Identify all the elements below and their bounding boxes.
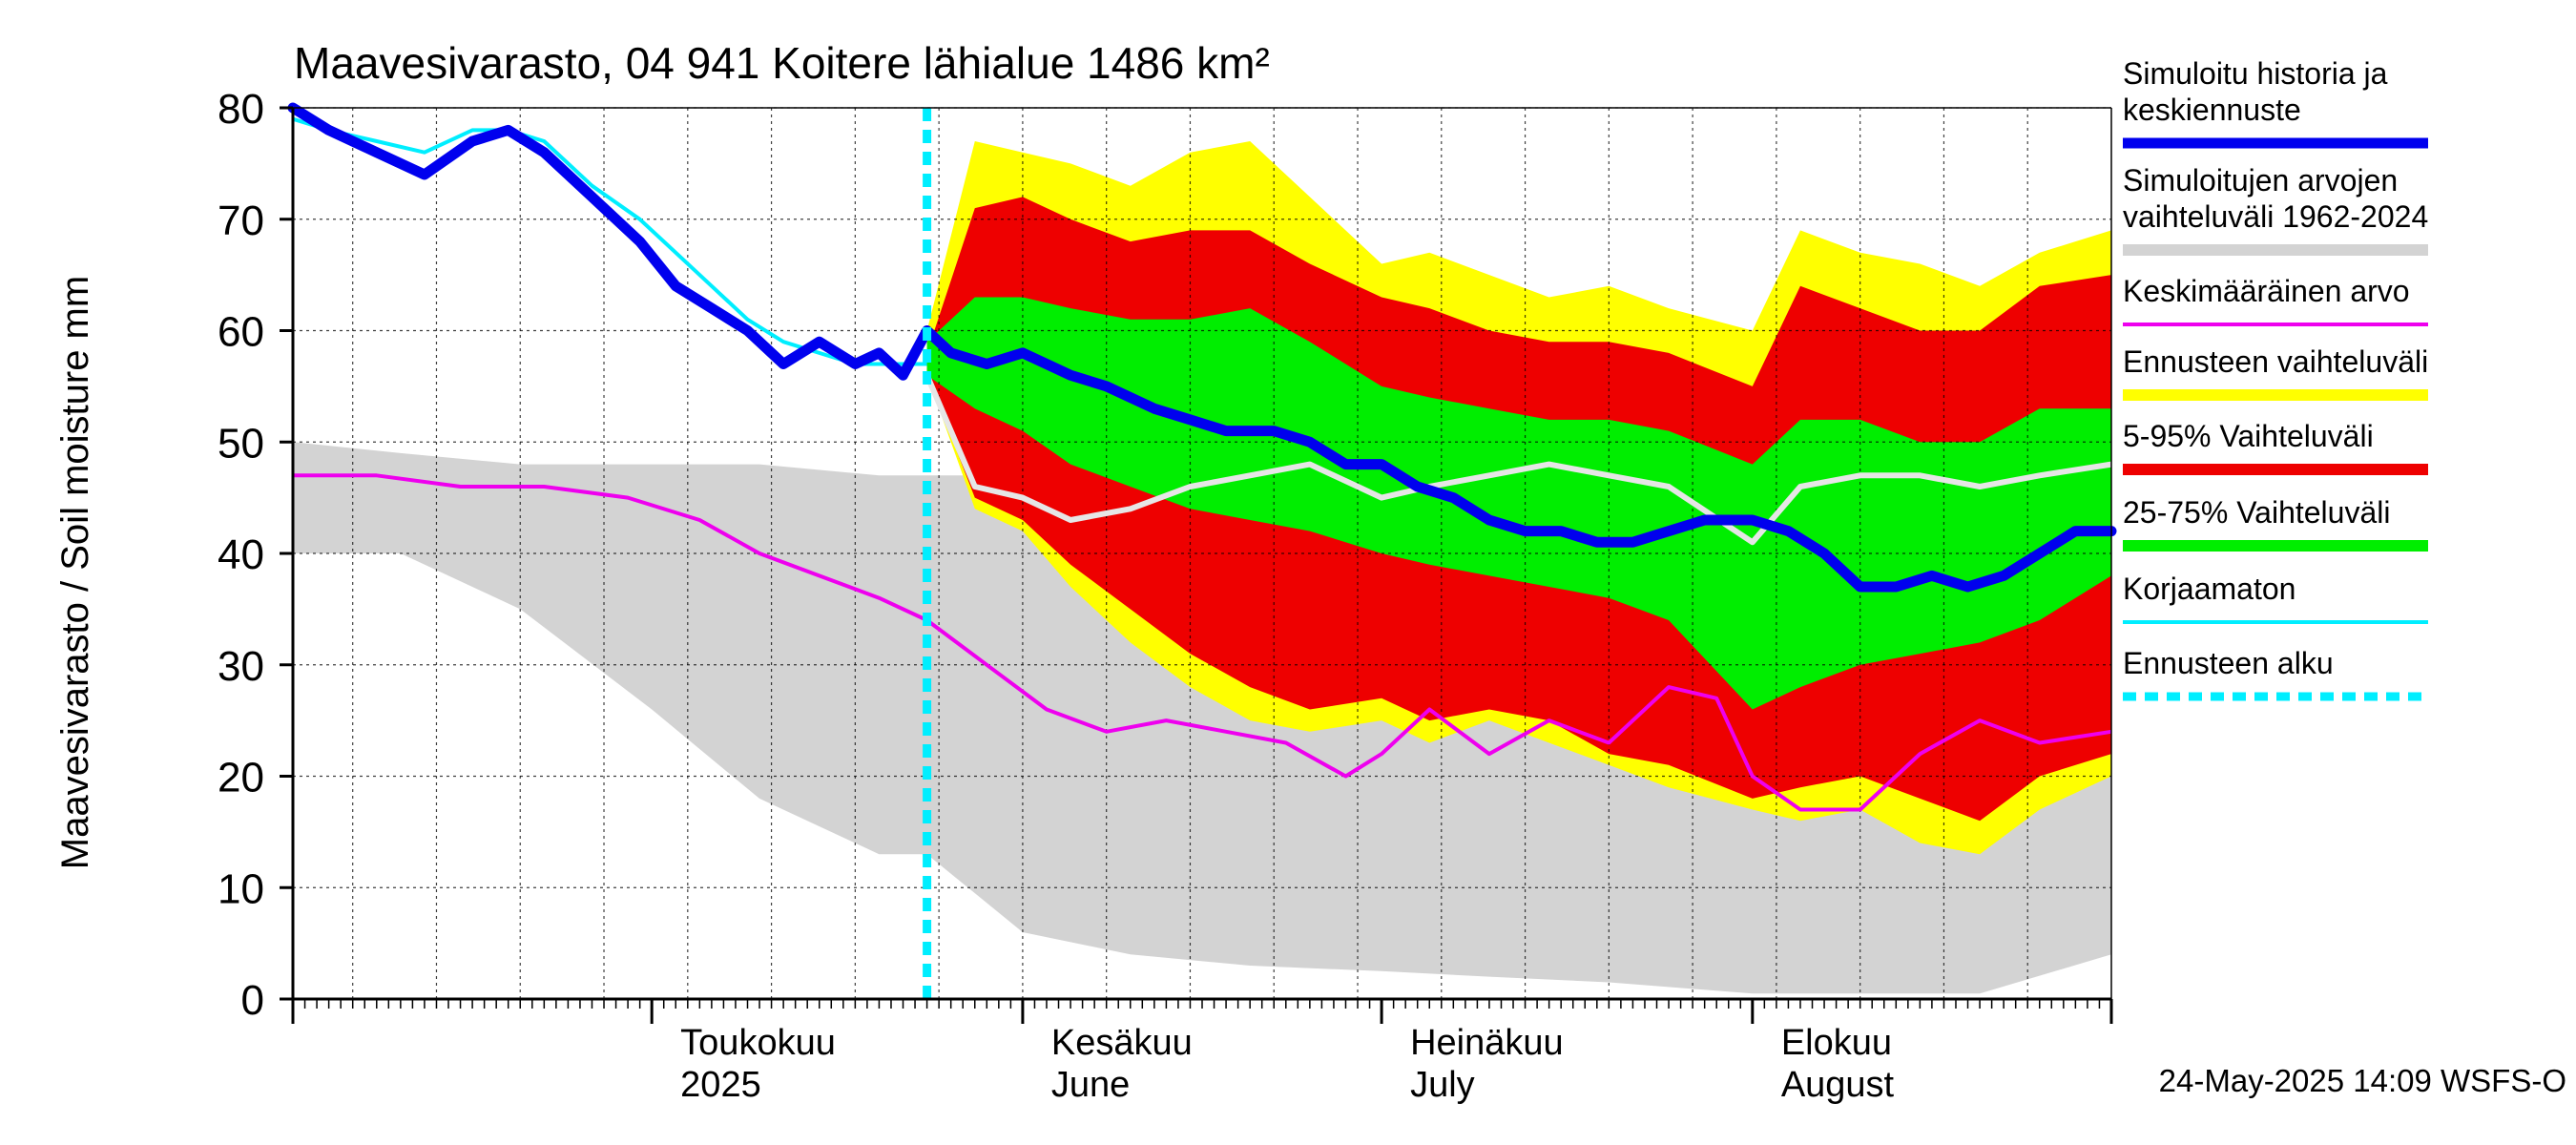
- y-tick-label: 60: [218, 309, 264, 356]
- legend-label: Korjaamaton: [2123, 572, 2296, 606]
- x-month-label: Kesäkuu: [1051, 1023, 1193, 1063]
- x-month-label: Toukokuu: [680, 1023, 836, 1063]
- legend-label: Simuloitu historia ja: [2123, 56, 2388, 91]
- legend-label: 25-75% Vaihteluväli: [2123, 495, 2390, 530]
- y-tick-label: 10: [218, 865, 264, 912]
- x-month-sublabel: July: [1410, 1065, 1475, 1105]
- x-month-sublabel: June: [1051, 1065, 1130, 1105]
- y-tick-label: 20: [218, 755, 264, 802]
- legend-label: Ennusteen alku: [2123, 646, 2334, 680]
- legend-label: 5-95% Vaihteluväli: [2123, 419, 2374, 453]
- legend-label: Simuloitujen arvojen: [2123, 163, 2398, 198]
- x-month-label: Heinäkuu: [1410, 1023, 1564, 1063]
- footer-timestamp: 24-May-2025 14:09 WSFS-O: [2159, 1063, 2566, 1098]
- legend-label: keskiennuste: [2123, 93, 2301, 127]
- simulated-forecast-line: [287, 102, 2117, 593]
- chart-title: Maavesivarasto, 04 941 Koitere lähialue …: [294, 38, 1270, 88]
- x-month-label: Elokuu: [1781, 1023, 1892, 1063]
- x-month-sublabel: August: [1781, 1065, 1895, 1105]
- y-axis-label: Maavesivarasto / Soil moisture mm: [54, 276, 96, 869]
- plot-bands: [293, 141, 2111, 994]
- y-tick-label: 0: [241, 977, 264, 1024]
- forecast-median-light-line: [924, 374, 2112, 546]
- p25-75-band: [926, 297, 2111, 710]
- historical-range-band: [293, 442, 2111, 994]
- y-tick-label: 50: [218, 420, 264, 467]
- y-tick-label: 70: [218, 198, 264, 244]
- x-month-sublabel: 2025: [680, 1065, 761, 1105]
- y-tick-label: 80: [218, 86, 264, 133]
- mean-value-line: [293, 473, 2112, 812]
- legend-label: Ennusteen vaihteluväli: [2123, 344, 2428, 379]
- y-tick-label: 30: [218, 643, 264, 690]
- legend-label: vaihteluväli 1962-2024: [2123, 199, 2428, 234]
- y-tick-label: 40: [218, 531, 264, 578]
- legend-label: Keskimääräinen arvo: [2123, 274, 2410, 308]
- plot-lines: [287, 102, 2117, 999]
